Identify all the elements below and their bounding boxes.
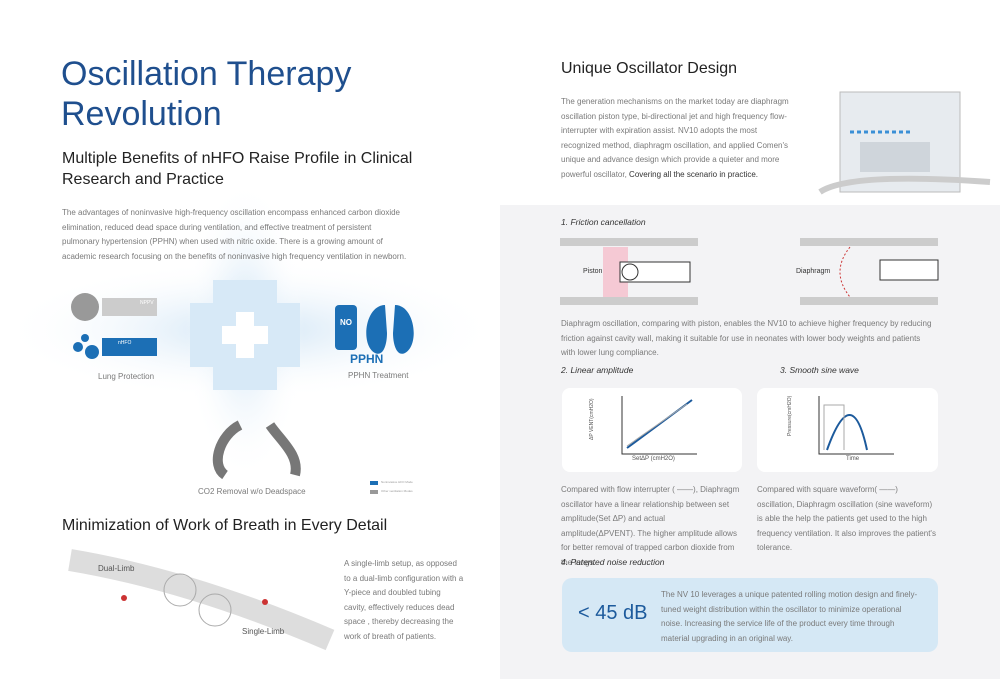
- pipe-label: nHFO: [118, 340, 132, 346]
- axis-label: Time: [846, 456, 860, 462]
- noise-value: < 45 dB: [578, 602, 648, 624]
- right-intro: The generation mechanisms on the market …: [561, 95, 793, 182]
- heading: 3. Smooth sine wave: [780, 365, 859, 375]
- heading: 2. Linear amplitude: [561, 365, 634, 375]
- heading: 1. Friction cancellation: [561, 217, 646, 227]
- axis-label: Pressure(cmH2O): [787, 395, 793, 436]
- tube-label: Dual-Limb: [98, 564, 135, 573]
- background-glow: [0, 180, 500, 651]
- friction-text: Diaphragm oscillation, comparing with pi…: [561, 319, 932, 357]
- legend-entry: Other ventilation Modes: [381, 489, 413, 493]
- sine-text: Compared with square waveform( ——) oscil…: [757, 485, 936, 552]
- device-image: [818, 91, 991, 195]
- linear-text: Compared with flow interrupter ( ——), Di…: [561, 485, 740, 567]
- right-title: Unique Oscillator Design: [561, 60, 738, 77]
- benefit-label: PPHN Treatment: [348, 371, 409, 380]
- no-label: NO: [340, 318, 352, 327]
- heading: 4. Patented noise reduction: [561, 557, 665, 567]
- noise-text: The NV 10 leverages a unique patented ro…: [661, 590, 918, 643]
- benefit-label: Lung Protection: [98, 372, 155, 381]
- axis-label: ΔP VENT(cmH2O): [589, 398, 595, 440]
- subtitle: Multiple Benefits of nHFO Raise Profile …: [62, 150, 413, 188]
- section-title: Minimization of Work of Breath in Every …: [62, 517, 388, 534]
- intro-emphasis: Covering all the scenario in practice.: [629, 169, 758, 179]
- section-text: A single-limb setup, as opposed to a dua…: [344, 559, 464, 641]
- friction-diagram: [560, 238, 939, 305]
- diagram-label: Piston: [583, 268, 603, 275]
- pipe-label: NPPV: [140, 300, 154, 306]
- noise-box: [562, 578, 938, 652]
- intro: The advantages of noninvasive high-frequ…: [62, 208, 407, 261]
- diagram-label: Diaphragm: [796, 268, 831, 275]
- charts: [562, 388, 938, 472]
- title: Oscillation Therapy Revolution: [61, 55, 352, 133]
- intro-text: The generation mechanisms on the market …: [561, 97, 789, 179]
- tube-label: Single-Limb: [242, 627, 285, 636]
- legend-entry: Noninvasive HFO Mode: [381, 480, 413, 484]
- axis-label: SetΔP (cmH2O): [632, 456, 675, 462]
- pphn: PPHN: [350, 352, 384, 366]
- benefit-label: CO2 Removal w/o Deadspace: [198, 487, 306, 496]
